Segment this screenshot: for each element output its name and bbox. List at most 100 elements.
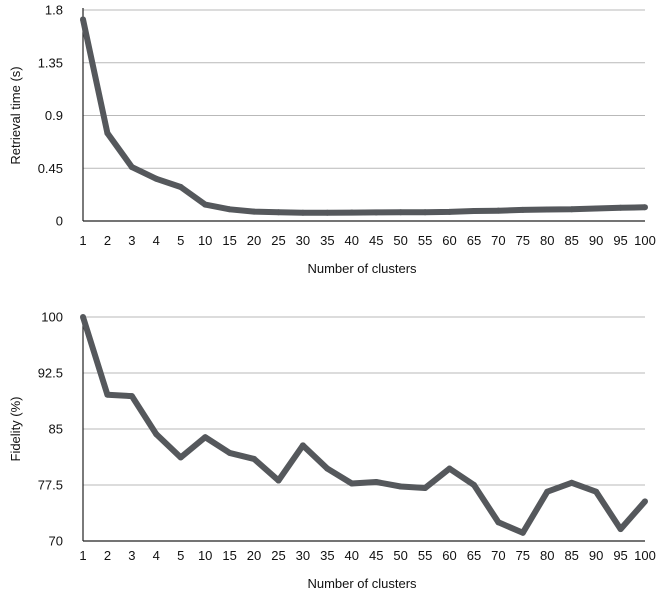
y-tick-label: 0.9 <box>45 108 63 123</box>
series-line <box>80 316 648 536</box>
x-tick-label: 15 <box>222 233 236 248</box>
x-tick-label: 45 <box>369 548 383 563</box>
data-point <box>373 479 380 486</box>
data-point <box>593 488 600 495</box>
series-line <box>80 18 646 216</box>
data-point <box>226 206 233 213</box>
y-tick-label: 1.8 <box>45 3 63 18</box>
x-tick-label: 90 <box>589 233 603 248</box>
data-point <box>470 482 477 488</box>
data-point <box>519 529 526 536</box>
x-tick-label: 35 <box>320 548 334 563</box>
x-tick-label: 50 <box>393 233 407 248</box>
x-tick-label: 45 <box>369 233 383 248</box>
x-tick-label: 35 <box>320 233 334 248</box>
data-point <box>299 442 306 449</box>
x-tick-label: 65 <box>467 233 481 248</box>
x-tick-label: 25 <box>271 233 285 248</box>
x-tick-label: 1 <box>79 548 86 563</box>
x-tick-label: 25 <box>271 548 285 563</box>
data-point <box>348 209 355 216</box>
x-tick-label: 40 <box>345 233 359 248</box>
chart-panel-1: 00.450.91.351.81 2 3 4 5 10 15 20 25 30 35 40 45 50 55… <box>8 3 656 277</box>
data-point <box>642 204 648 211</box>
data-point <box>642 498 648 505</box>
data-point <box>128 164 135 171</box>
x-tick-label: 15 <box>222 548 236 563</box>
data-point <box>104 391 111 398</box>
x-tick-label: 70 <box>491 233 505 248</box>
data-point <box>275 209 282 216</box>
data-point <box>568 479 575 486</box>
data-point <box>177 454 184 461</box>
x-tick-label: 75 <box>516 548 530 563</box>
data-point <box>324 209 331 216</box>
data-point <box>251 208 258 215</box>
x-tick-label: 3 <box>128 548 135 563</box>
x-tick-label: 85 <box>564 233 578 248</box>
data-point <box>275 477 282 484</box>
data-point <box>568 206 575 213</box>
x-tick-label: 80 <box>540 548 554 563</box>
data-point <box>617 204 624 211</box>
data-point <box>495 207 502 214</box>
x-tick-label: 4 <box>153 233 160 248</box>
x-tick-label: 100 <box>634 548 656 563</box>
x-axis-title: Number of clusters <box>307 576 417 591</box>
x-tick-label: 30 <box>296 233 310 248</box>
y-axis-title: Retrieval time (s) <box>8 66 23 164</box>
y-tick-label: 1.35 <box>38 55 63 70</box>
data-point <box>397 483 404 490</box>
x-tick-label: 85 <box>564 548 578 563</box>
data-point <box>470 208 477 215</box>
x-tick-label: 60 <box>442 548 456 563</box>
data-point <box>348 480 355 487</box>
x-tick-label: 70 <box>491 548 505 563</box>
data-point <box>422 209 429 216</box>
x-tick-label: 30 <box>296 548 310 563</box>
x-tick-label: 100 <box>634 233 656 248</box>
y-axis-title: Fidelity (%) <box>8 396 23 461</box>
data-point <box>153 431 160 438</box>
y-tick-label: 85 <box>49 422 63 437</box>
x-tick-label: 75 <box>516 233 530 248</box>
data-point <box>177 184 184 191</box>
data-point <box>80 314 86 320</box>
x-tick-label: 55 <box>418 233 432 248</box>
x-tick-label: 5 <box>177 233 184 248</box>
x-axis-title: Number of clusters <box>307 261 417 276</box>
data-point <box>397 209 404 216</box>
x-tick-label: 10 <box>198 233 212 248</box>
y-tick-label: 77.5 <box>38 478 63 493</box>
data-point <box>446 465 453 472</box>
x-tick-label: 5 <box>177 548 184 563</box>
x-tick-label: 80 <box>540 233 554 248</box>
data-point <box>495 519 502 526</box>
data-point <box>617 526 624 533</box>
x-tick-label: 2 <box>104 548 111 563</box>
data-point <box>128 393 135 400</box>
data-point <box>324 465 331 472</box>
y-tick-label: 70 <box>49 534 63 549</box>
x-tick-label: 60 <box>442 233 456 248</box>
data-point <box>373 209 380 216</box>
x-tick-label: 20 <box>247 548 261 563</box>
data-point <box>299 209 306 216</box>
y-tick-label: 0.45 <box>38 161 63 176</box>
x-tick-label: 2 <box>104 233 111 248</box>
x-tick-label: 95 <box>613 548 627 563</box>
data-point <box>544 206 551 213</box>
data-point <box>251 455 258 462</box>
x-tick-label: 65 <box>467 548 481 563</box>
data-point <box>593 205 600 212</box>
data-point <box>544 488 551 495</box>
x-tick-label: 95 <box>613 233 627 248</box>
y-tick-label: 92.5 <box>38 366 63 381</box>
x-tick-label: 4 <box>153 548 160 563</box>
data-point <box>519 206 526 213</box>
x-tick-label: 55 <box>418 548 432 563</box>
x-tick-label: 40 <box>345 548 359 563</box>
data-point <box>422 484 429 491</box>
data-point <box>80 16 86 23</box>
